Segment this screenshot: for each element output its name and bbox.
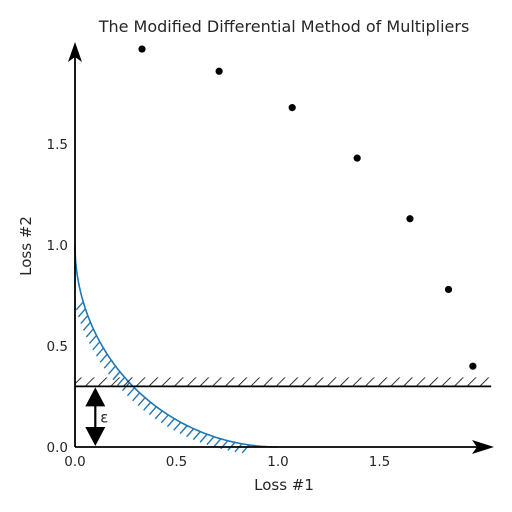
frontier-hatch xyxy=(99,353,108,363)
x-tick-label: 0.5 xyxy=(166,454,187,470)
frontier-hatch xyxy=(132,392,141,402)
data-point xyxy=(444,285,453,294)
y-axis-label: Loss #2 xyxy=(17,216,35,276)
x-tick-label: 0.0 xyxy=(64,454,85,470)
frontier-hatch xyxy=(179,425,188,435)
frontier-hatch xyxy=(154,410,163,420)
x-tick-label: 1.5 xyxy=(369,454,390,470)
y-tick-label: 1.5 xyxy=(47,137,68,153)
y-axis-arrow xyxy=(68,42,82,62)
y-tick-label: 1.0 xyxy=(47,238,68,254)
frontier-hatch xyxy=(103,359,112,369)
frontier-hatch xyxy=(173,421,182,431)
data-point xyxy=(353,154,361,162)
data-point xyxy=(288,104,296,112)
frontier-hatch xyxy=(166,418,175,428)
frontier-hatch xyxy=(107,365,117,375)
frontier-hatch xyxy=(95,347,104,357)
frontier-hatch xyxy=(88,334,97,344)
data-point xyxy=(469,362,477,370)
data-point xyxy=(406,215,414,223)
frontier-hatch xyxy=(85,328,94,338)
frontier-hatch xyxy=(160,414,169,424)
frontier-hatch xyxy=(199,433,208,443)
frontier-hatch xyxy=(77,308,86,318)
y-tick-label: 0.0 xyxy=(47,440,68,456)
frontier-hatch xyxy=(213,438,222,448)
frontier-hatch xyxy=(82,321,91,331)
frontier-hatch xyxy=(137,397,146,407)
frontier-hatch xyxy=(143,401,152,411)
scatter-points xyxy=(138,45,477,370)
frontier-hatch xyxy=(206,436,215,446)
x-tick-label: 1.0 xyxy=(267,454,288,470)
epsilon-label: ε xyxy=(100,409,108,427)
frontier-hatch xyxy=(75,301,84,311)
frontier-hatch xyxy=(186,428,195,438)
tick-labels: 0.0 0.5 1.0 1.5 0.0 0.5 1.0 1.5 xyxy=(47,137,391,470)
chart-title: The Modified Differential Method of Mult… xyxy=(98,17,470,36)
data-point xyxy=(215,67,223,75)
frontier-hatch xyxy=(148,406,157,416)
frontier-hatch xyxy=(92,341,101,351)
x-axis-arrow xyxy=(472,440,494,454)
y-tick-label: 0.5 xyxy=(47,339,68,355)
frontier-hatch xyxy=(80,315,89,325)
epsilon-arrow-head-down xyxy=(85,427,106,446)
frontier-hatch xyxy=(126,387,135,397)
epsilon-constraint: ε xyxy=(75,377,492,446)
x-axis-label: Loss #1 xyxy=(254,476,314,494)
constraint-hatch xyxy=(75,377,492,387)
axes xyxy=(68,42,494,454)
data-point xyxy=(138,45,146,53)
epsilon-arrow-head-up xyxy=(85,387,106,407)
frontier-hatch xyxy=(192,431,201,441)
